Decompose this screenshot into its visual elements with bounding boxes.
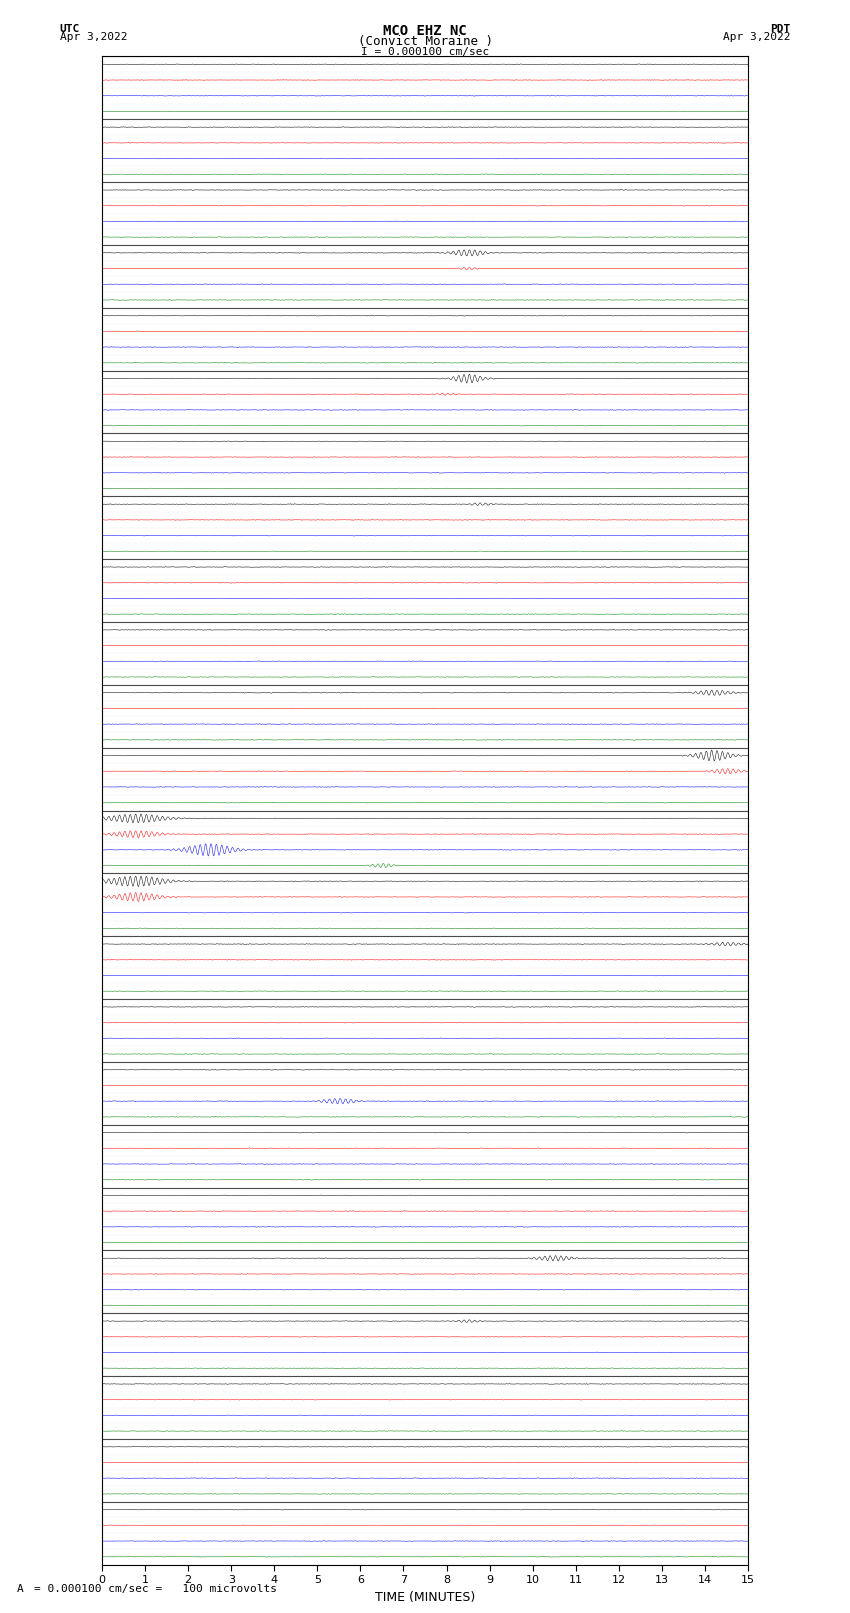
Text: (Convict Moraine ): (Convict Moraine ) bbox=[358, 35, 492, 48]
X-axis label: TIME (MINUTES): TIME (MINUTES) bbox=[375, 1590, 475, 1603]
Text: = 0.000100 cm/sec =   100 microvolts: = 0.000100 cm/sec = 100 microvolts bbox=[34, 1584, 277, 1594]
Text: Apr 3,2022: Apr 3,2022 bbox=[60, 32, 127, 42]
Text: A: A bbox=[17, 1584, 24, 1594]
Text: PDT: PDT bbox=[770, 24, 790, 34]
Text: Apr 3,2022: Apr 3,2022 bbox=[723, 32, 791, 42]
Text: MCO EHZ NC: MCO EHZ NC bbox=[383, 24, 467, 39]
Text: I = 0.000100 cm/sec: I = 0.000100 cm/sec bbox=[361, 47, 489, 56]
Text: UTC: UTC bbox=[60, 24, 80, 34]
